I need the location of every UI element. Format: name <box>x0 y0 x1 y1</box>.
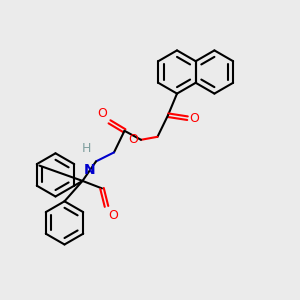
Text: O: O <box>108 209 118 222</box>
Text: H: H <box>82 142 91 155</box>
Text: O: O <box>97 107 107 120</box>
Text: O: O <box>189 112 199 125</box>
Text: O: O <box>129 133 139 146</box>
Text: N: N <box>84 163 95 177</box>
